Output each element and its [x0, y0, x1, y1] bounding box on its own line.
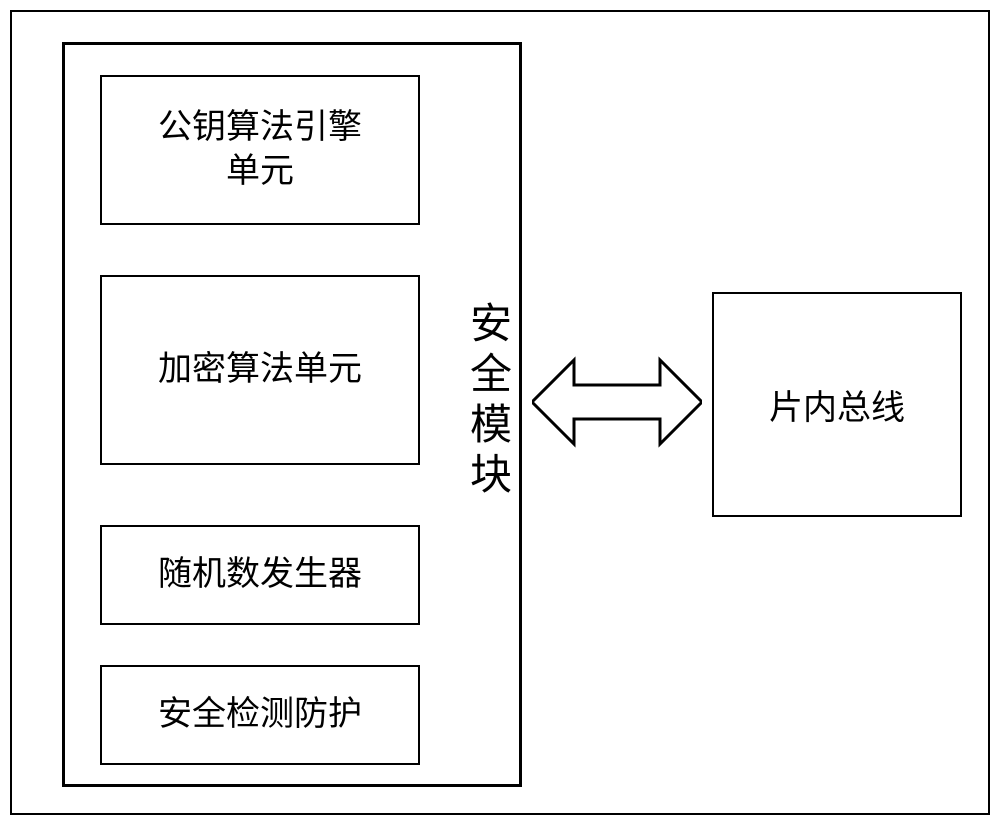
rng-label: 随机数发生器: [158, 553, 362, 597]
security-module-label: 安全模块: [457, 272, 517, 532]
sec-detect-box: 安全检测防护: [100, 665, 420, 765]
bidirectional-arrow-icon: [532, 355, 702, 449]
pubkey-engine-box: 公钥算法引擎 单元: [100, 75, 420, 225]
rng-box: 随机数发生器: [100, 525, 420, 625]
sec-detect-label: 安全检测防护: [158, 693, 362, 737]
security-module: 公钥算法引擎 单元 加密算法单元 随机数发生器 安全检测防护: [62, 42, 522, 787]
outer-frame: 公钥算法引擎 单元 加密算法单元 随机数发生器 安全检测防护 安全模块 片内总线: [10, 10, 990, 815]
on-chip-bus-label: 片内总线: [769, 380, 905, 429]
pubkey-engine-label: 公钥算法引擎 单元: [158, 106, 362, 194]
on-chip-bus-box: 片内总线: [712, 292, 962, 517]
crypto-unit-box: 加密算法单元: [100, 275, 420, 465]
crypto-unit-label: 加密算法单元: [158, 348, 362, 392]
